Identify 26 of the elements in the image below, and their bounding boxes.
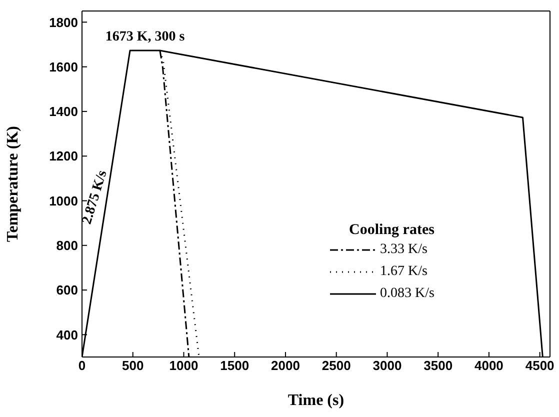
y-tick-label: 1400 — [49, 104, 78, 120]
y-tick-label: 1800 — [49, 14, 78, 30]
x-tick-label: 2000 — [271, 358, 300, 374]
x-tick-label: 500 — [122, 358, 144, 374]
y-axis-title: Temperature (K) — [4, 126, 22, 242]
x-tick-label: 0 — [78, 358, 86, 374]
x-tick-label: 3000 — [372, 358, 402, 374]
x-tick-label: 4000 — [474, 358, 504, 374]
annotation: 1673 K, 300 s — [105, 30, 186, 45]
y-tick-label: 1600 — [49, 59, 78, 74]
x-tick-label: 2500 — [322, 358, 351, 374]
x-tick-label: 1500 — [220, 358, 250, 374]
x-tick-label: 3500 — [424, 358, 453, 374]
y-tick-label: 1200 — [49, 148, 78, 164]
legend-label: 3.33 K/s — [380, 241, 428, 259]
y-tick-label: 800 — [56, 238, 78, 253]
y-tick-label: 600 — [56, 282, 78, 298]
legend-label: 0.083 K/s — [380, 285, 434, 303]
legend-label: 1.67 K/s — [380, 263, 428, 281]
x-tick-label: 1000 — [169, 358, 198, 374]
annotation: 2.875 K/s — [80, 168, 110, 226]
legend-title: Cooling rates — [348, 222, 434, 239]
x-tick-label: 4500 — [525, 358, 554, 374]
y-tick-label: 400 — [56, 327, 78, 342]
x-axis-title: Time (s) — [288, 392, 344, 409]
y-tick-label: 1000 — [49, 193, 78, 208]
